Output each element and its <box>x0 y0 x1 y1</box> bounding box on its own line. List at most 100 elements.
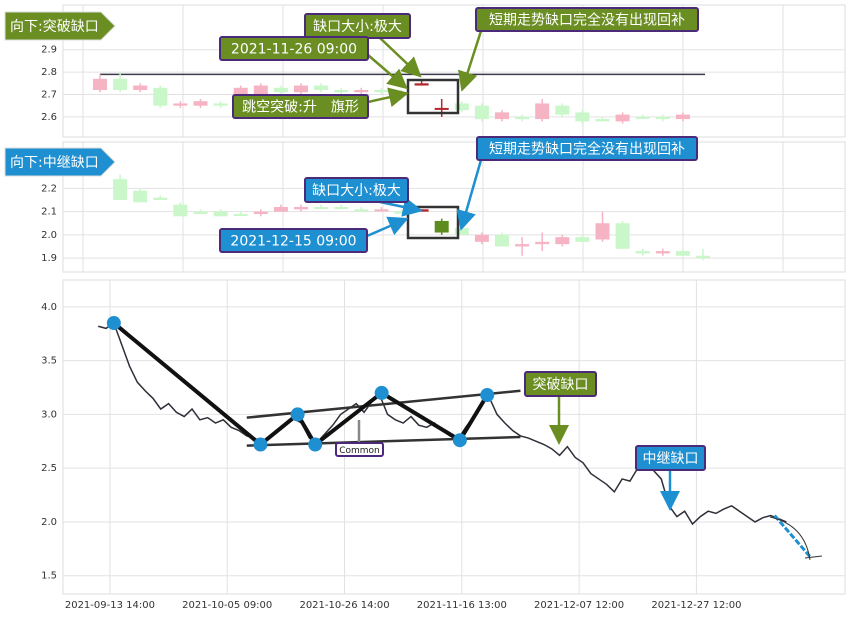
candle-body <box>535 103 550 120</box>
candle-body <box>635 251 650 254</box>
y-tick-label: 2.1 <box>41 207 57 218</box>
candle-body <box>555 237 570 245</box>
candle-body <box>273 87 288 93</box>
candle-body <box>675 114 690 120</box>
candle-body <box>113 78 128 91</box>
annotation-box <box>232 94 369 119</box>
candle-body <box>535 241 550 245</box>
candle-body <box>294 85 308 93</box>
y-tick-label: 1.9 <box>41 253 57 264</box>
y-tick-label: 4.0 <box>41 302 57 313</box>
candle-body <box>595 223 610 240</box>
annotation-box <box>476 136 698 161</box>
annotation-box <box>219 228 368 253</box>
annotation-arrow <box>379 197 423 217</box>
pivot-point <box>308 437 323 452</box>
y-tick-label: 2.7 <box>41 89 57 100</box>
pivot-point <box>106 316 121 331</box>
candle-body <box>615 114 630 122</box>
annotation-arrow <box>379 37 422 78</box>
annotation-box <box>524 371 597 397</box>
trend-line <box>246 435 521 447</box>
candle-body <box>253 211 268 214</box>
candle-body <box>474 234 489 242</box>
x-tick-label: 2021-10-26 14:00 <box>299 600 389 611</box>
annotation-arrow <box>367 87 409 108</box>
candle-body <box>173 204 188 217</box>
annotation-flag <box>4 11 116 41</box>
candle-body <box>294 207 308 210</box>
candle-body <box>495 234 509 247</box>
candle-body <box>615 223 630 249</box>
annotation-text: 短期走势缺口完全没有出现回补 <box>489 12 685 29</box>
annotation-text: 2021-11-26 09:00 <box>231 42 357 58</box>
annotation-text: Common <box>339 446 380 456</box>
annotation-arrow <box>366 216 409 238</box>
candle-body <box>434 220 449 233</box>
annotation-box <box>219 36 369 61</box>
annotation-text: 中继缺口 <box>643 451 699 467</box>
annotation-flag <box>4 147 116 177</box>
y-tick-label: 3.5 <box>41 356 57 367</box>
candle-body <box>173 103 188 106</box>
annotation-text: 向下:中继缺口 <box>10 155 99 171</box>
panel-frame <box>62 4 846 138</box>
candle-body <box>696 255 710 259</box>
candle-body <box>394 211 409 214</box>
annotation-box <box>304 177 409 203</box>
candle-body <box>515 116 530 120</box>
annotation-text: 2021-12-15 09:00 <box>230 234 356 250</box>
annotation-text: 短期走势缺口完全没有出现回补 <box>489 141 685 158</box>
annotation-text: 向下:突破缺口 <box>10 19 99 35</box>
annotation-arrow <box>458 30 483 92</box>
candle-body <box>575 112 590 122</box>
candle-body <box>575 237 590 242</box>
candle-body <box>314 207 329 209</box>
y-tick-label: 2.5 <box>41 463 57 474</box>
annotation-text: 缺口大小:极大 <box>313 19 402 35</box>
y-tick-label: 2.6 <box>41 112 57 123</box>
candle-body <box>354 90 369 93</box>
candle-body <box>193 101 208 106</box>
y-tick-label: 2.0 <box>41 517 57 528</box>
annotation-arrow <box>456 159 483 231</box>
pivot-point <box>480 388 495 403</box>
annotation-box <box>635 445 706 471</box>
candle-body <box>153 87 168 106</box>
candle-body <box>495 112 509 120</box>
candle-body <box>595 119 610 122</box>
candle-body <box>334 90 349 93</box>
x-tick-label: 2021-10-05 09:00 <box>182 600 272 611</box>
candle-body <box>555 105 570 115</box>
pivot-point <box>374 385 389 400</box>
candle-body <box>454 227 469 235</box>
candle-body <box>93 78 107 91</box>
candle-body <box>314 85 329 91</box>
annotation-box <box>335 442 384 457</box>
candle-body <box>133 85 148 91</box>
candle-body <box>374 90 389 93</box>
candle-body <box>153 197 168 201</box>
y-tick-label: 2.9 <box>41 45 57 56</box>
y-tick-label: 2.0 <box>41 230 57 241</box>
candle-body <box>354 209 369 212</box>
candle-body <box>414 83 429 86</box>
candle-body <box>193 211 208 214</box>
candle-body <box>655 251 670 254</box>
candle-body <box>213 211 228 217</box>
pivot-point <box>452 433 467 448</box>
y-tick-label: 2.2 <box>41 183 57 194</box>
candle-body <box>213 103 228 106</box>
y-tick-label: 1.5 <box>41 571 57 582</box>
candle-body <box>635 116 650 119</box>
annotation-text: 缺口大小:极大 <box>312 183 401 199</box>
candle-body <box>233 87 248 99</box>
candle-body <box>675 251 690 256</box>
x-tick-label: 2021-09-13 14:00 <box>65 600 155 611</box>
annotation-text: 跳空突破:升 旗形 <box>242 100 359 116</box>
candle-body <box>253 85 268 97</box>
candle-body <box>273 207 288 212</box>
x-tick-label: 2021-12-07 12:00 <box>534 600 624 611</box>
